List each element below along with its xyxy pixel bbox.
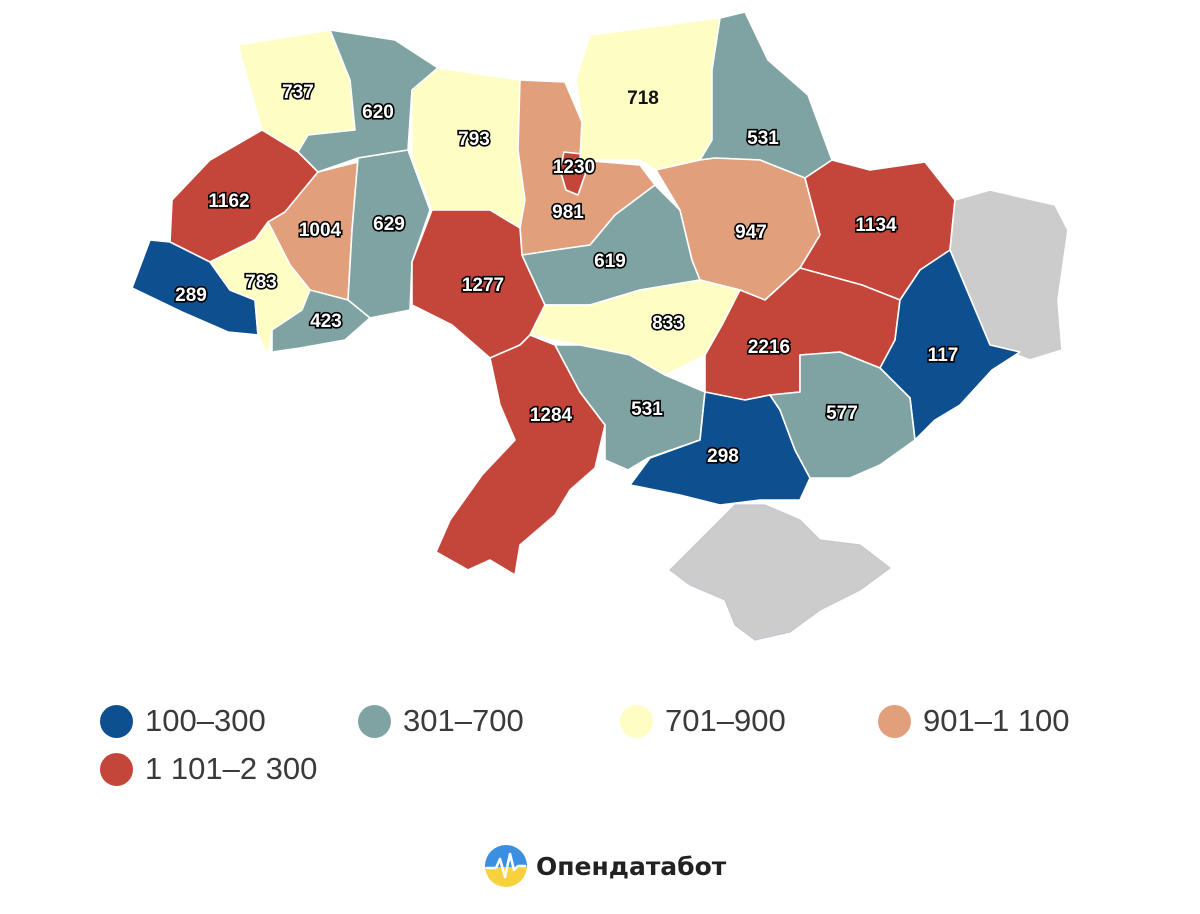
- legend-swatch: [358, 704, 391, 738]
- region-value-dnipropetrovsk: 2216: [748, 337, 790, 358]
- region-value-odesa: 1284: [530, 405, 573, 426]
- legend-label: 100–300: [145, 703, 266, 738]
- region-value-volyn: 737: [282, 82, 314, 103]
- region-value-ternopil: 1004: [299, 220, 342, 241]
- legend-item: 301–700: [358, 700, 620, 742]
- legend-swatch: [100, 704, 133, 738]
- legend-label: 1 101–2 300: [145, 751, 318, 786]
- legend-label: 901–1 100: [923, 703, 1070, 738]
- region-crimea: [669, 504, 891, 641]
- ukraine-map: 737 620 793 981 1230 718 531 1162 1004 629 289 783 4…: [131, 11, 1069, 641]
- legend-item: 1 101–2 300: [100, 748, 358, 790]
- region-value-kherson: 298: [707, 446, 739, 467]
- region-value-kyiv-oblast: 981: [552, 202, 584, 223]
- region-sumy: [699, 11, 833, 179]
- region-value-donetsk: 117: [928, 345, 959, 366]
- region-value-mykolaiv: 531: [631, 399, 663, 420]
- region-value-khmelnytskyi: 629: [373, 214, 405, 235]
- region-value-lviv: 1162: [208, 191, 249, 212]
- region-rivne: [297, 29, 439, 173]
- region-value-zhytomyr: 793: [458, 129, 490, 150]
- legend-item: 100–300: [100, 700, 358, 742]
- region-value-rivne: 620: [362, 102, 394, 123]
- legend: 100–300 301–700 701–900 901–1 100 1 101–…: [100, 700, 1140, 790]
- region-zaporizhzhia: [769, 351, 916, 479]
- region-value-kirovohrad: 833: [652, 313, 684, 334]
- legend-swatch: [878, 704, 911, 738]
- region-value-chernihiv: 718: [627, 88, 659, 109]
- legend-swatch: [620, 704, 653, 738]
- brand-name: Опендатабот: [536, 851, 727, 881]
- region-value-zakarpattia: 289: [175, 285, 207, 306]
- region-value-cherkasy: 619: [594, 251, 626, 272]
- legend-item: 901–1 100: [878, 700, 1140, 742]
- opendatabot-logo-icon: [485, 845, 527, 887]
- region-value-chernivtsi: 423: [310, 311, 342, 332]
- region-value-kharkiv: 1134: [855, 215, 897, 236]
- legend-swatch: [100, 752, 133, 786]
- region-value-kyiv-city: 1230: [553, 157, 595, 178]
- legend-label: 701–900: [665, 703, 786, 738]
- region-value-poltava: 947: [735, 222, 767, 243]
- legend-label: 301–700: [403, 703, 524, 738]
- region-value-sumy: 531: [747, 128, 779, 149]
- region-value-ivano-frankivsk: 783: [245, 272, 277, 293]
- region-chernivtsi: [271, 289, 371, 353]
- region-value-vinnytsia: 1277: [462, 275, 504, 296]
- brand: Опендатабот: [484, 844, 726, 888]
- region-value-zaporizhzhia: 577: [826, 403, 858, 424]
- region-ivano-frankivsk: [209, 221, 311, 356]
- legend-item: 701–900: [620, 700, 878, 742]
